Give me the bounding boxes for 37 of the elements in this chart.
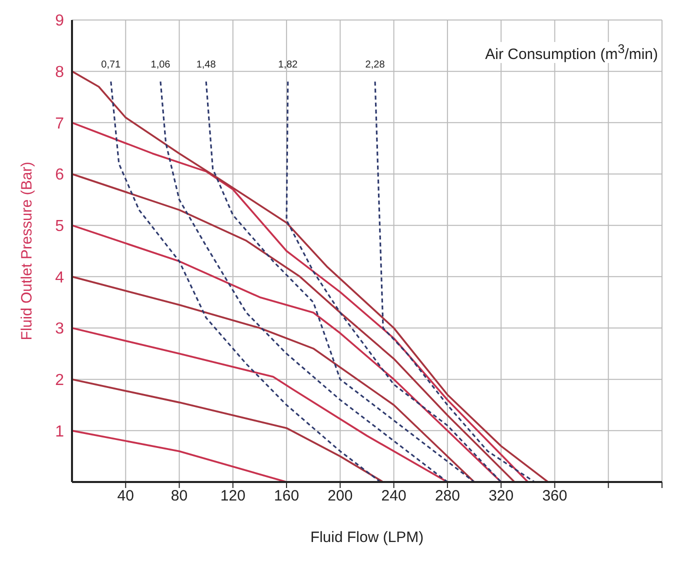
y-tick-label: 5 <box>55 218 64 236</box>
x-tick-label: 320 <box>488 488 514 505</box>
series-label: 1,82 <box>278 60 298 71</box>
line-series <box>160 80 448 482</box>
line-series <box>286 80 502 482</box>
x-tick-label: 280 <box>434 488 460 505</box>
line-series <box>72 122 529 482</box>
y-tick-label: 7 <box>55 115 64 132</box>
line-series <box>72 70 549 482</box>
x-tick-label: 240 <box>381 488 406 505</box>
line-series <box>374 80 536 482</box>
y-axis-title: Fluid Outlet Pressure (Bar) <box>18 162 36 340</box>
y-tick-label: 3 <box>55 320 64 338</box>
series-label: 1,48 <box>196 60 216 71</box>
x-tick-label: 360 <box>542 488 568 505</box>
line-series <box>72 224 502 482</box>
line-series <box>72 173 516 482</box>
x-tick-label: 40 <box>117 488 134 505</box>
annotation: Air Consumption (m$^{3}$/min) <box>485 42 658 63</box>
y-tick-label: 8 <box>55 64 64 82</box>
line-series <box>72 378 384 482</box>
x-tick-label: 160 <box>274 488 300 505</box>
x-tick-label: 120 <box>220 488 246 505</box>
x-tick-label: 80 <box>170 488 188 505</box>
line-series <box>72 276 476 482</box>
line-series <box>205 80 476 482</box>
x-axis-title: Fluid Flow (LPM) <box>310 529 424 546</box>
series-label: 0,71 <box>101 60 122 71</box>
y-tick-label: 6 <box>55 166 64 184</box>
line-series <box>110 80 382 482</box>
y-tick-label: 9 <box>55 12 64 30</box>
y-tick-label: 1 <box>55 423 64 440</box>
y-tick-label: 2 <box>55 372 64 390</box>
y-tick-label: 4 <box>55 269 64 286</box>
series-label: 2,28 <box>365 60 386 71</box>
series-label: 1,06 <box>150 60 171 71</box>
x-tick-label: 200 <box>328 488 353 505</box>
